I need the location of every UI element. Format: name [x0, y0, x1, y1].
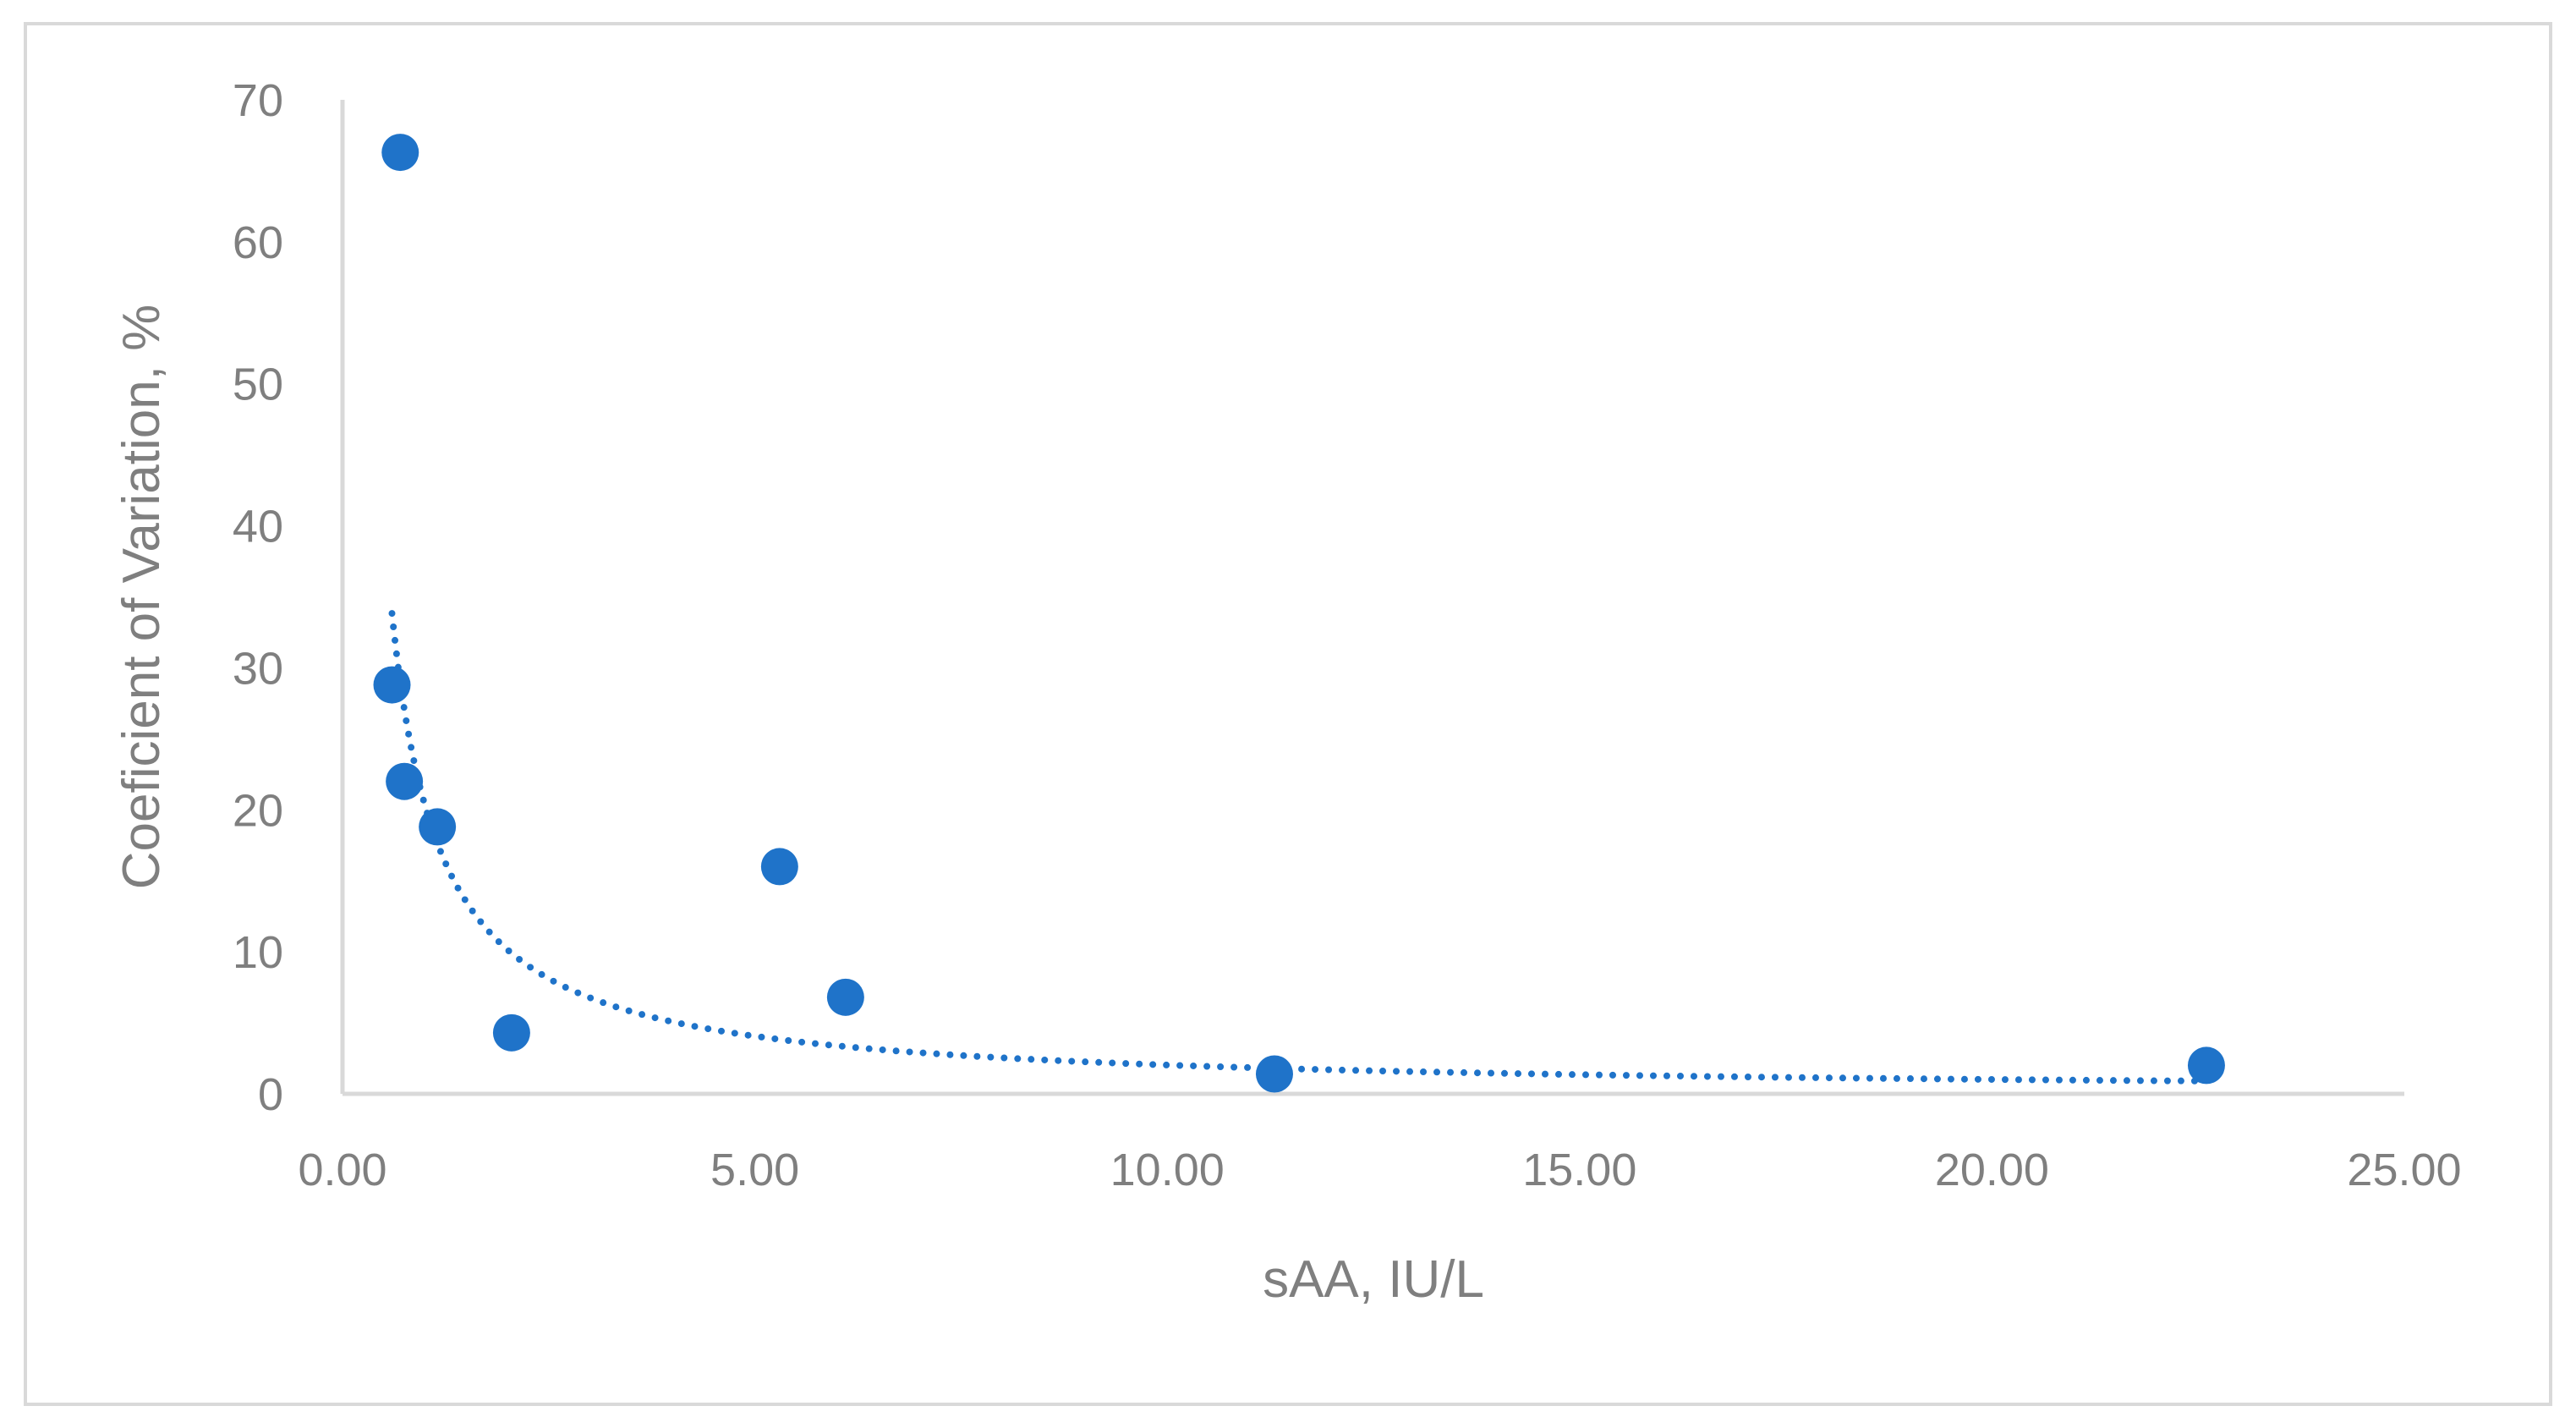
data-point: [419, 808, 457, 846]
x-tick-label: 25.00: [2347, 1145, 2461, 1195]
data-point: [373, 666, 411, 704]
data-point: [492, 1013, 530, 1052]
y-tick-label: 70: [233, 75, 283, 126]
y-tick-label: 50: [233, 360, 283, 410]
data-point: [760, 848, 798, 886]
data-point: [826, 978, 864, 1016]
y-tick-label: 20: [233, 785, 283, 836]
x-tick-labels: 0.00 5.00 10.00 15.00 20.00 25.00: [298, 1145, 2461, 1195]
x-tick-label: 20.00: [1935, 1145, 2049, 1195]
data-point: [2187, 1046, 2225, 1085]
x-tick-label: 10.00: [1110, 1145, 1225, 1195]
trendline: [388, 610, 2210, 1085]
y-tick-label: 30: [233, 643, 283, 694]
y-tick-label: 0: [258, 1069, 283, 1120]
y-tick-label: 10: [233, 927, 283, 978]
y-axis-title: Coeficient of Variation, %: [112, 305, 171, 890]
data-point: [1255, 1055, 1293, 1093]
data-point: [381, 134, 419, 172]
x-tick-label: 0.00: [298, 1145, 386, 1195]
y-tick-label: 60: [233, 217, 283, 268]
x-tick-label: 5.00: [710, 1145, 799, 1195]
y-tick-label: 40: [233, 502, 283, 552]
chart-frame: [24, 22, 2552, 1406]
data-points: [373, 134, 2225, 1093]
y-tick-labels: 0 10 20 30 40 50 60 70: [233, 75, 283, 1120]
data-point: [386, 762, 424, 800]
x-axis-title: sAA, IU/L: [1263, 1250, 1484, 1309]
x-tick-label: 15.00: [1522, 1145, 1636, 1195]
axes: [340, 100, 2404, 1096]
